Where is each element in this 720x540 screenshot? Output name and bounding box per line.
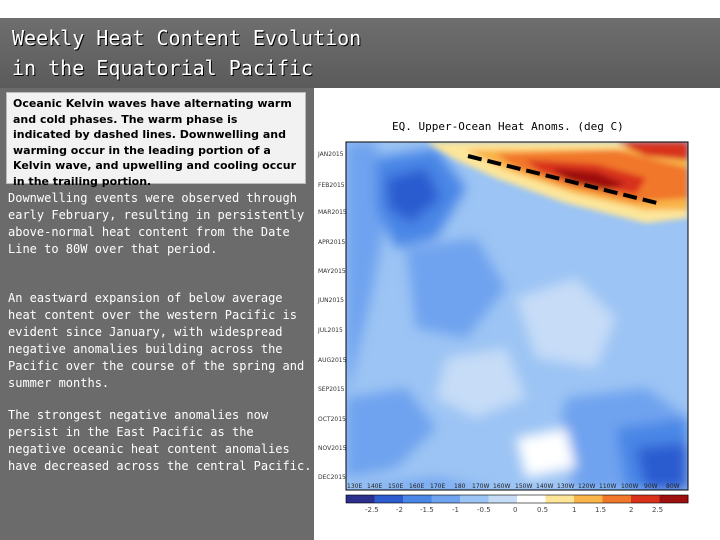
- colorbar-label: 2: [629, 506, 633, 514]
- x-label: 110W: [599, 483, 616, 490]
- kelvin-wave-note: Oceanic Kelvin waves have alternating wa…: [6, 92, 306, 188]
- title-bar: Weekly Heat Content Evolution in the Equ…: [0, 18, 720, 88]
- colorbar-swatch: [488, 495, 518, 503]
- y-label: MAR2015: [318, 209, 347, 216]
- paragraph-strongest-anomalies: The strongest negative anomalies now per…: [8, 408, 312, 473]
- kelvin-wave-dashed-line: [467, 154, 662, 206]
- x-label: 100W: [621, 483, 638, 490]
- x-label: 160W: [493, 483, 510, 490]
- colorbar-swatch: [545, 495, 575, 503]
- x-label: 90W: [644, 483, 658, 490]
- y-label: JAN2015: [318, 151, 344, 158]
- heat-anomaly-plot: 130E 140E 150E 160E 170E 180 170W 160W 1…: [345, 141, 689, 514]
- colorbar-label: 1: [572, 506, 576, 514]
- colorbar-label: 2.5: [652, 506, 663, 514]
- colorbar-swatch: [602, 495, 632, 503]
- slide-title-line-2: in the Equatorial Pacific: [12, 56, 314, 80]
- y-label: APR2015: [318, 239, 346, 246]
- colorbar-swatch: [403, 495, 432, 503]
- x-label: 140W: [536, 483, 553, 490]
- chart-title: EQ. Upper-Ocean Heat Anoms. (deg C): [392, 120, 624, 133]
- colorbar-label: -0.5: [477, 506, 491, 514]
- x-label: 80W: [666, 483, 680, 490]
- y-label: NOV2015: [318, 445, 347, 452]
- colorbar-swatch: [374, 495, 404, 503]
- y-label: OCT2015: [318, 416, 346, 423]
- x-label: 130E: [347, 483, 362, 490]
- x-label: 180: [454, 483, 466, 490]
- colorbar-label: -2.5: [365, 506, 379, 514]
- y-label: MAY2015: [318, 268, 346, 275]
- hovmoller-chart: EQ. Upper-Ocean Heat Anoms. (deg C) JAN2…: [316, 98, 712, 538]
- colorbar-swatch: [346, 495, 375, 503]
- y-label: SEP2015: [318, 386, 345, 393]
- x-label: 150E: [388, 483, 403, 490]
- x-label: 140E: [367, 483, 382, 490]
- x-label: 170E: [430, 483, 445, 490]
- y-label: FEB2015: [318, 182, 345, 189]
- y-label: JUL2015: [318, 327, 343, 334]
- anomaly-field: [346, 142, 688, 490]
- y-label: AUG2015: [318, 357, 347, 364]
- colorbar-label: -1.5: [420, 506, 434, 514]
- colorbar-border: [345, 494, 689, 504]
- paragraph-eastward-expansion: An eastward expansion of below average h…: [8, 291, 305, 390]
- x-label: 150W: [515, 483, 532, 490]
- plot-border: [345, 141, 689, 491]
- x-label: 160E: [409, 483, 424, 490]
- colorbar-swatch: [431, 495, 461, 503]
- colorbar-swatch: [460, 495, 489, 503]
- colorbar-label: 1.5: [595, 506, 606, 514]
- colorbar-swatch: [517, 495, 546, 503]
- slide-title-line-1: Weekly Heat Content Evolution: [12, 26, 362, 50]
- colorbar-label: 0: [513, 506, 517, 514]
- colorbar-swatch: [574, 495, 603, 503]
- paragraph-downwelling: Downwelling events were observed through…: [8, 191, 305, 256]
- colorbar: [346, 495, 689, 503]
- y-label: DEC2015: [318, 474, 346, 481]
- x-label: 120W: [578, 483, 595, 490]
- colorbar-swatch: [631, 495, 660, 503]
- colorbar-swatch: [659, 495, 689, 503]
- y-label: JUN2015: [318, 297, 344, 304]
- colorbar-label: -2: [396, 506, 403, 514]
- colorbar-label: -1: [452, 506, 459, 514]
- x-label: 170W: [472, 483, 489, 490]
- x-label: 130W: [557, 483, 574, 490]
- colorbar-label: 0.5: [537, 506, 548, 514]
